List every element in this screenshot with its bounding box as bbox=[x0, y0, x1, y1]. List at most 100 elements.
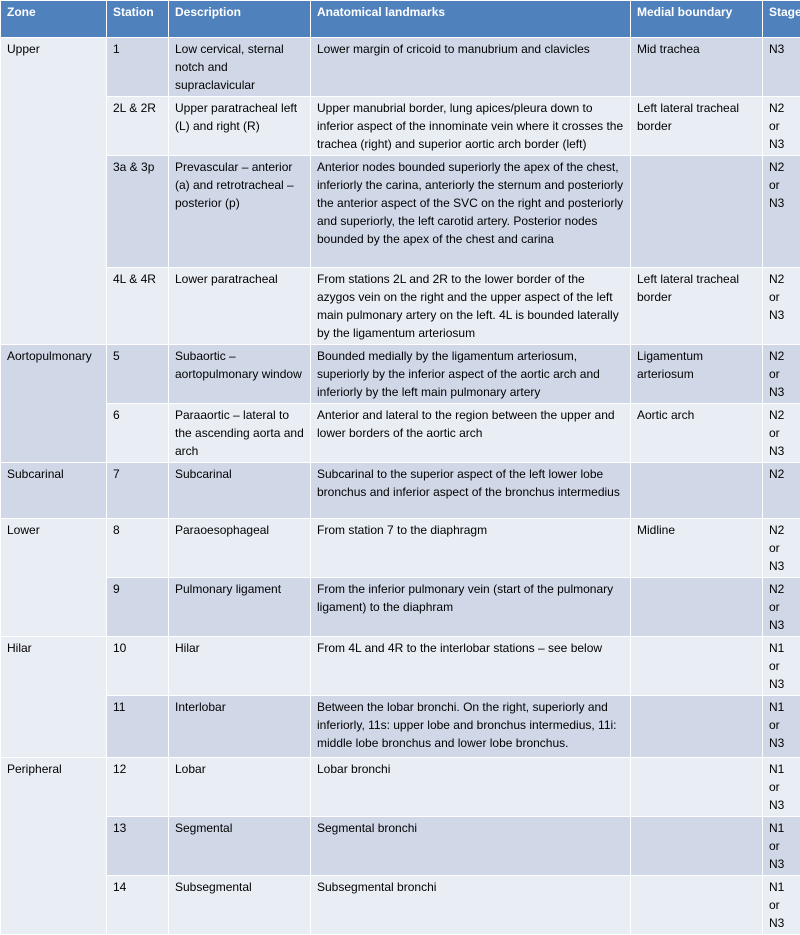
station-cell: 10 bbox=[107, 637, 169, 696]
boundary-cell bbox=[631, 156, 763, 268]
landmarks-cell: From 4L and 4R to the interlobar station… bbox=[311, 637, 631, 696]
stage-cell: N1 or N3 bbox=[763, 696, 800, 758]
boundary-cell: Mid trachea bbox=[631, 38, 763, 97]
description-cell: Hilar bbox=[169, 637, 311, 696]
description-cell: Lobar bbox=[169, 758, 311, 817]
landmarks-cell: Anterior nodes bounded superiorly the ap… bbox=[311, 156, 631, 268]
boundary-cell bbox=[631, 696, 763, 758]
landmarks-cell: Between the lobar bronchi. On the right,… bbox=[311, 696, 631, 758]
description-cell: Upper paratracheal left (L) and right (R… bbox=[169, 97, 311, 156]
zone-cell: Lower bbox=[1, 519, 107, 637]
stage-cell: N2 or N3 bbox=[763, 97, 800, 156]
station-cell: 7 bbox=[107, 463, 169, 519]
boundary-cell bbox=[631, 817, 763, 876]
landmarks-cell: Anterior and lateral to the region betwe… bbox=[311, 404, 631, 463]
boundary-cell: Aortic arch bbox=[631, 404, 763, 463]
station-cell: 3a & 3p bbox=[107, 156, 169, 268]
boundary-cell bbox=[631, 463, 763, 519]
boundary-cell: Left lateral tracheal border bbox=[631, 268, 763, 345]
zone-cell: Hilar bbox=[1, 637, 107, 758]
station-cell: 4L & 4R bbox=[107, 268, 169, 345]
description-cell: Paraaortic – lateral to the ascending ao… bbox=[169, 404, 311, 463]
description-cell: Pulmonary ligament bbox=[169, 578, 311, 637]
header-cell: Stage* bbox=[763, 1, 800, 38]
description-cell: Subcarinal bbox=[169, 463, 311, 519]
header-cell: Station bbox=[107, 1, 169, 38]
stage-cell: N2 or N3 bbox=[763, 578, 800, 637]
header-cell: Zone bbox=[1, 1, 107, 38]
stage-cell: N2 bbox=[763, 463, 800, 519]
boundary-cell bbox=[631, 578, 763, 637]
header-cell: Medial boundary bbox=[631, 1, 763, 38]
boundary-cell: Ligamentum arteriosum bbox=[631, 345, 763, 404]
header-cell: Description bbox=[169, 1, 311, 38]
landmarks-cell: Lobar bronchi bbox=[311, 758, 631, 817]
boundary-cell: Left lateral tracheal border bbox=[631, 97, 763, 156]
stage-cell: N1 or N3 bbox=[763, 817, 800, 876]
description-cell: Interlobar bbox=[169, 696, 311, 758]
station-cell: 11 bbox=[107, 696, 169, 758]
landmarks-cell: Subcarinal to the superior aspect of the… bbox=[311, 463, 631, 519]
zone-cell: Aortopulmonary bbox=[1, 345, 107, 463]
station-cell: 2L & 2R bbox=[107, 97, 169, 156]
station-cell: 9 bbox=[107, 578, 169, 637]
description-cell: Segmental bbox=[169, 817, 311, 876]
stage-cell: N1 or N3 bbox=[763, 758, 800, 817]
stage-cell: N2 or N3 bbox=[763, 519, 800, 578]
zone-cell: Upper bbox=[1, 38, 107, 345]
stage-cell: N1 or N3 bbox=[763, 876, 800, 935]
stage-cell: N3 bbox=[763, 38, 800, 97]
stage-cell: N1 or N3 bbox=[763, 637, 800, 696]
stage-cell: N2 or N3 bbox=[763, 404, 800, 463]
landmarks-cell: From the inferior pulmonary vein (start … bbox=[311, 578, 631, 637]
station-cell: 14 bbox=[107, 876, 169, 935]
station-cell: 8 bbox=[107, 519, 169, 578]
boundary-cell bbox=[631, 876, 763, 935]
landmarks-cell: From station 7 to the diaphragm bbox=[311, 519, 631, 578]
station-cell: 12 bbox=[107, 758, 169, 817]
station-cell: 13 bbox=[107, 817, 169, 876]
landmarks-cell: Lower margin of cricoid to manubrium and… bbox=[311, 38, 631, 97]
description-cell: Subsegmental bbox=[169, 876, 311, 935]
description-cell: Low cervical, sternal notch and supracla… bbox=[169, 38, 311, 97]
station-cell: 5 bbox=[107, 345, 169, 404]
zone-cell: Subcarinal bbox=[1, 463, 107, 519]
description-cell: Subaortic – aortopulmonary window bbox=[169, 345, 311, 404]
zone-cell: Peripheral bbox=[1, 758, 107, 935]
station-cell: 1 bbox=[107, 38, 169, 97]
landmarks-cell: Upper manubrial border, lung apices/pleu… bbox=[311, 97, 631, 156]
description-cell: Prevascular – anterior (a) and retrotrac… bbox=[169, 156, 311, 268]
stage-cell: N2 or N3 bbox=[763, 156, 800, 268]
boundary-cell bbox=[631, 758, 763, 817]
boundary-cell: Midline bbox=[631, 519, 763, 578]
stage-cell: N2 or N3 bbox=[763, 345, 800, 404]
description-cell: Paraoesophageal bbox=[169, 519, 311, 578]
landmarks-cell: From stations 2L and 2R to the lower bor… bbox=[311, 268, 631, 345]
boundary-cell bbox=[631, 637, 763, 696]
landmarks-cell: Segmental bronchi bbox=[311, 817, 631, 876]
description-cell: Lower paratracheal bbox=[169, 268, 311, 345]
stage-cell: N2 or N3 bbox=[763, 268, 800, 345]
header-cell: Anatomical landmarks bbox=[311, 1, 631, 38]
station-cell: 6 bbox=[107, 404, 169, 463]
landmarks-cell: Bounded medially by the ligamentum arter… bbox=[311, 345, 631, 404]
